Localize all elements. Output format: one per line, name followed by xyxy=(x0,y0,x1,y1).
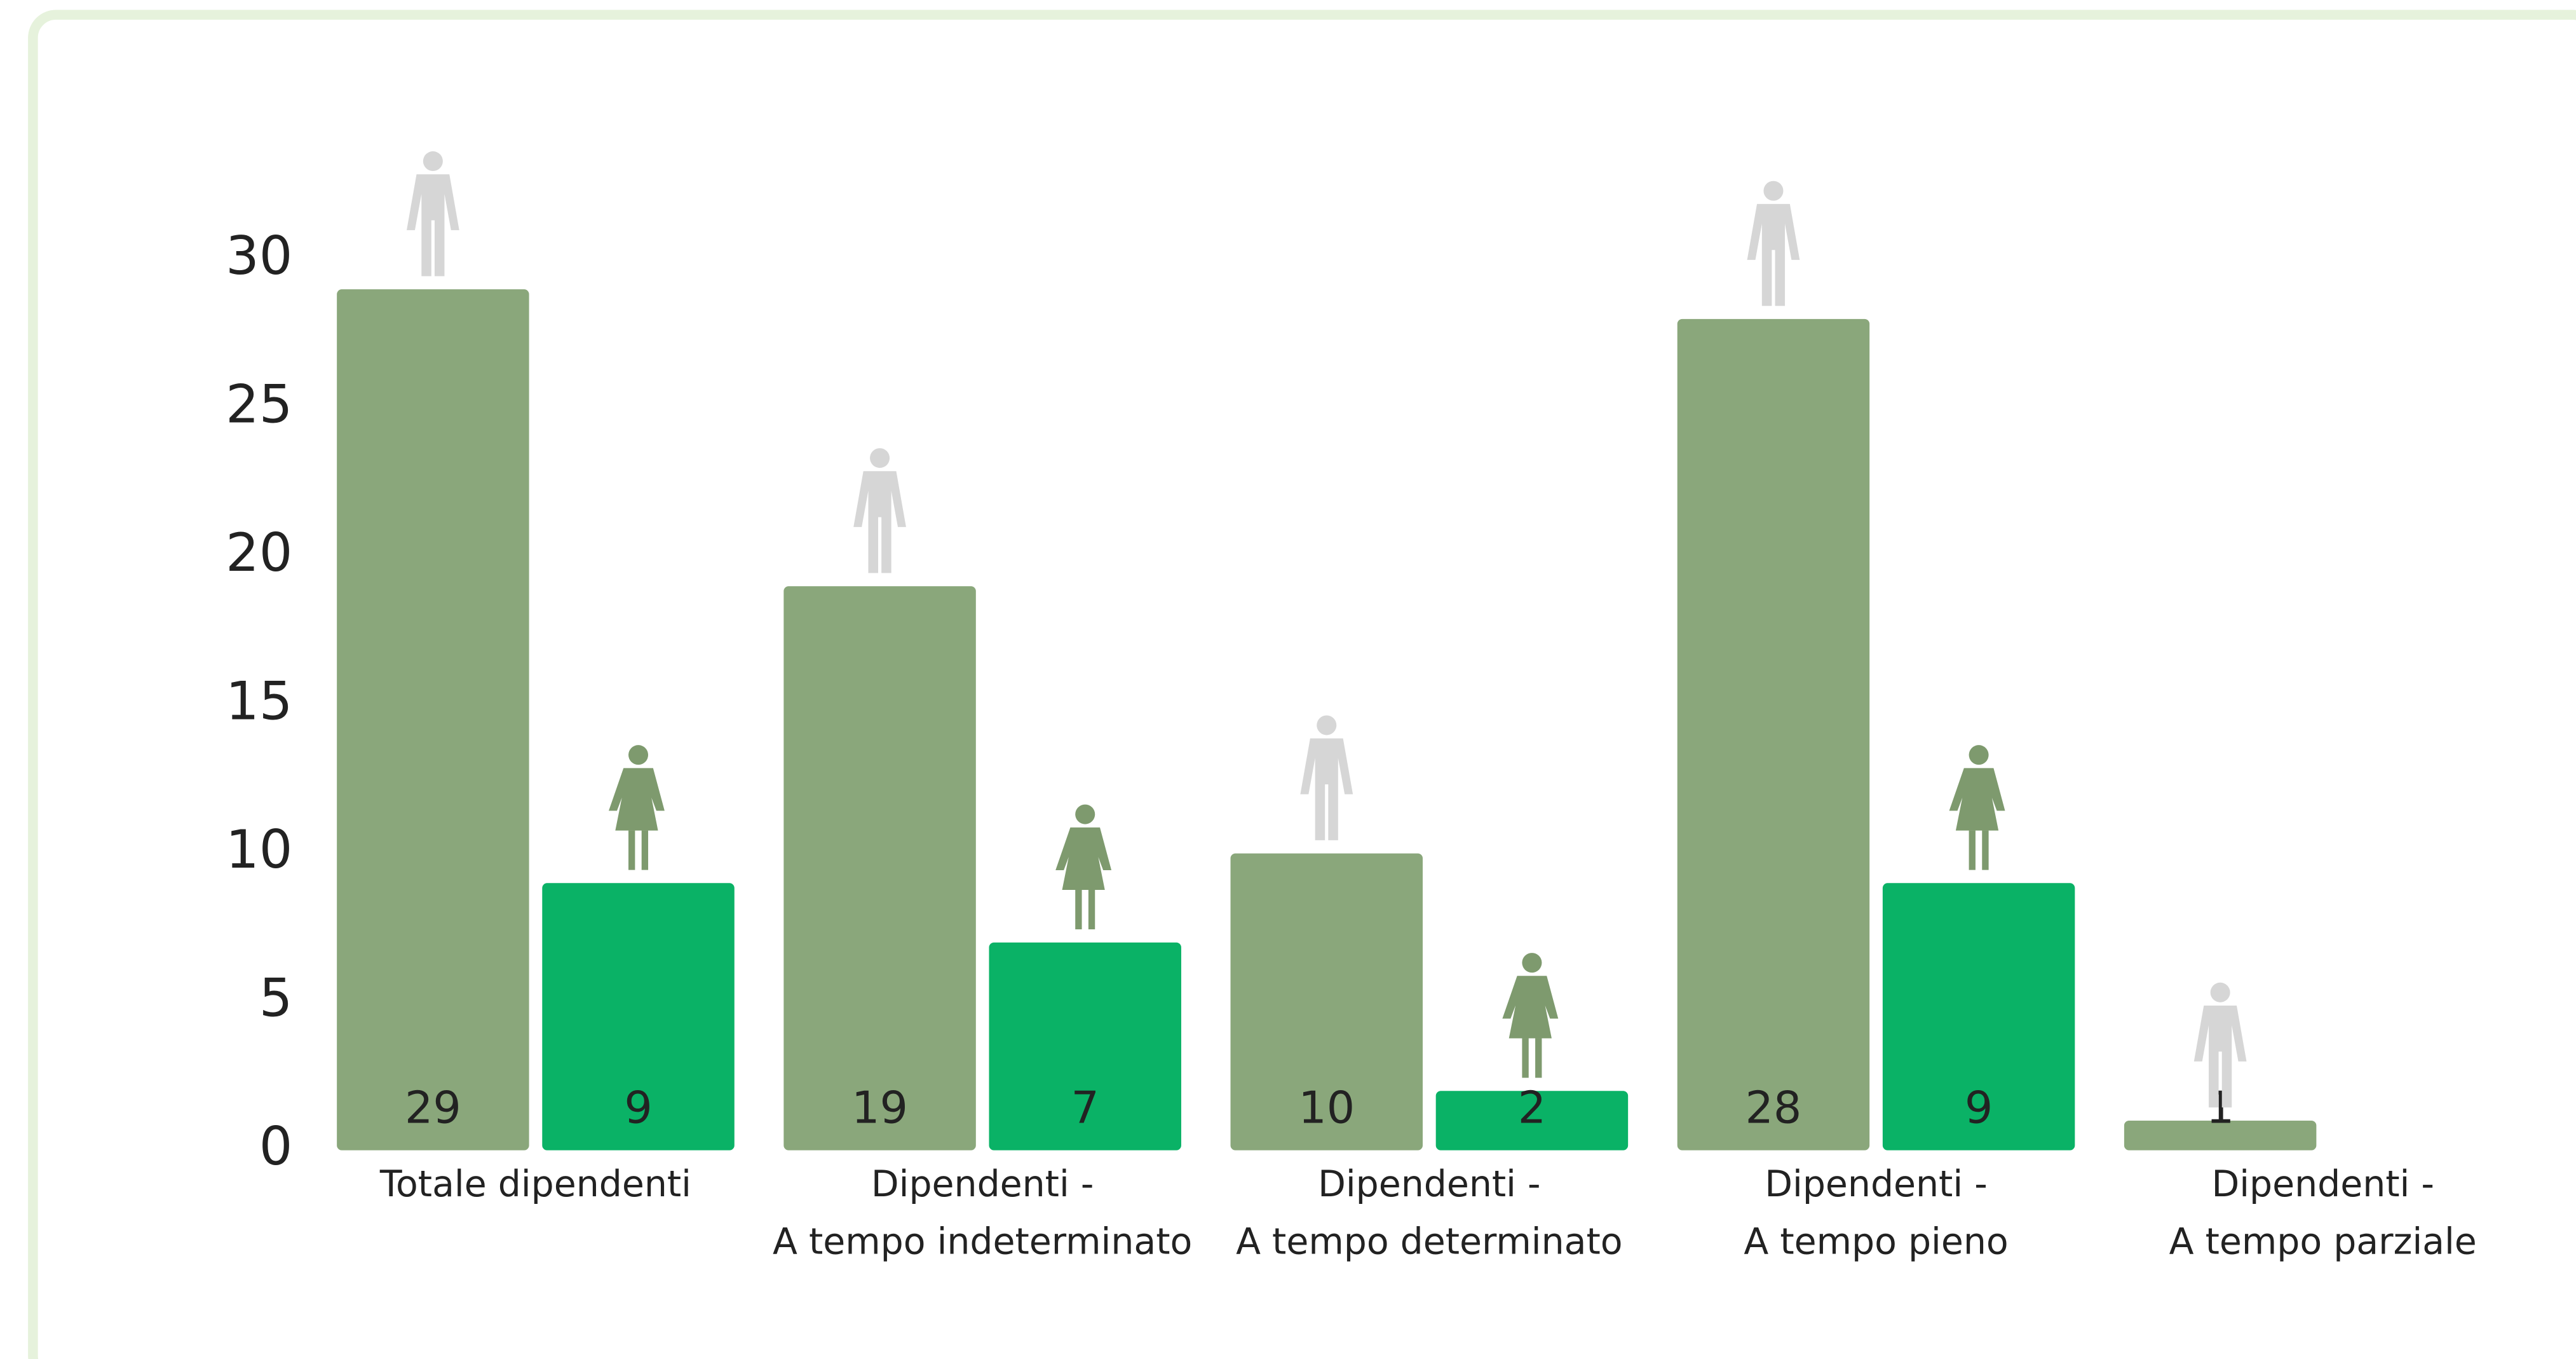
icon-head xyxy=(1317,715,1337,735)
icon-leg xyxy=(1522,1038,1529,1078)
x-tick-label: Dipendenti - xyxy=(2211,1163,2434,1205)
icon-body xyxy=(609,768,665,831)
bar xyxy=(783,586,976,1151)
x-tick-label: A tempo pieno xyxy=(1744,1221,2008,1263)
value-label: 10 xyxy=(1298,1082,1355,1134)
y-tick-label: 5 xyxy=(259,967,293,1029)
x-tick-label: Totale dipendenti xyxy=(379,1163,691,1205)
x-tick-label: Dipendenti - xyxy=(1318,1163,1541,1205)
icon-head xyxy=(423,151,443,172)
icon-head xyxy=(1075,804,1095,824)
icon-body xyxy=(1055,827,1112,890)
x-tick-label: A tempo determinato xyxy=(1236,1221,1622,1263)
female-icon xyxy=(1502,953,1559,1078)
y-tick-label: 25 xyxy=(226,373,292,435)
x-tick-label: A tempo parziale xyxy=(2169,1221,2477,1263)
value-label: 19 xyxy=(851,1082,908,1134)
bar xyxy=(1230,853,1423,1151)
icon-body xyxy=(1502,976,1559,1039)
bar xyxy=(1882,883,2075,1151)
y-tick-label: 0 xyxy=(259,1116,293,1177)
icon-body xyxy=(853,471,906,573)
icon-body xyxy=(407,174,459,277)
value-label: 7 xyxy=(1071,1082,1099,1134)
male-icon xyxy=(2193,982,2247,1108)
icon-leg xyxy=(1075,889,1082,930)
icon-leg xyxy=(1535,1038,1542,1078)
bar xyxy=(542,883,735,1151)
value-label: 28 xyxy=(1746,1082,1802,1134)
bar xyxy=(989,942,1181,1151)
icon-body xyxy=(2193,1005,2247,1108)
icon-head xyxy=(1969,745,1989,765)
icon-leg xyxy=(1969,830,1976,870)
bar xyxy=(2124,1120,2317,1151)
female-icon xyxy=(1055,804,1112,930)
x-tick-label: A tempo indeterminato xyxy=(773,1221,1192,1263)
value-label: 2 xyxy=(1518,1082,1546,1134)
icon-head xyxy=(1763,181,1784,201)
icon-head xyxy=(2210,982,2230,1002)
y-tick-label: 10 xyxy=(226,819,292,880)
icon-leg xyxy=(628,830,635,870)
icon-body xyxy=(1949,768,2005,831)
value-label: 9 xyxy=(1965,1082,1993,1134)
icon-leg xyxy=(1982,830,1989,870)
x-tick-label: Dipendenti - xyxy=(871,1163,1094,1205)
icon-head xyxy=(1522,953,1542,973)
female-icon xyxy=(1949,745,2005,870)
male-icon xyxy=(1747,181,1800,306)
male-icon xyxy=(853,448,906,573)
icon-leg xyxy=(641,830,649,870)
bar xyxy=(337,289,529,1151)
icon-head xyxy=(870,448,890,468)
icon-leg xyxy=(1088,889,1095,930)
x-tick-label: Dipendenti - xyxy=(1765,1163,1988,1205)
y-tick-label: 20 xyxy=(226,522,292,584)
icon-body xyxy=(1747,203,1800,306)
male-icon xyxy=(407,151,459,277)
icon-body xyxy=(1300,738,1353,840)
bar xyxy=(1677,318,1870,1151)
male-icon xyxy=(1300,715,1353,840)
female-icon xyxy=(609,745,665,870)
y-tick-label: 15 xyxy=(226,671,292,732)
value-label: 9 xyxy=(624,1082,652,1134)
value-label: 29 xyxy=(405,1082,461,1134)
y-tick-label: 30 xyxy=(226,225,292,287)
icon-head xyxy=(628,745,649,765)
bar xyxy=(1435,1091,1629,1151)
